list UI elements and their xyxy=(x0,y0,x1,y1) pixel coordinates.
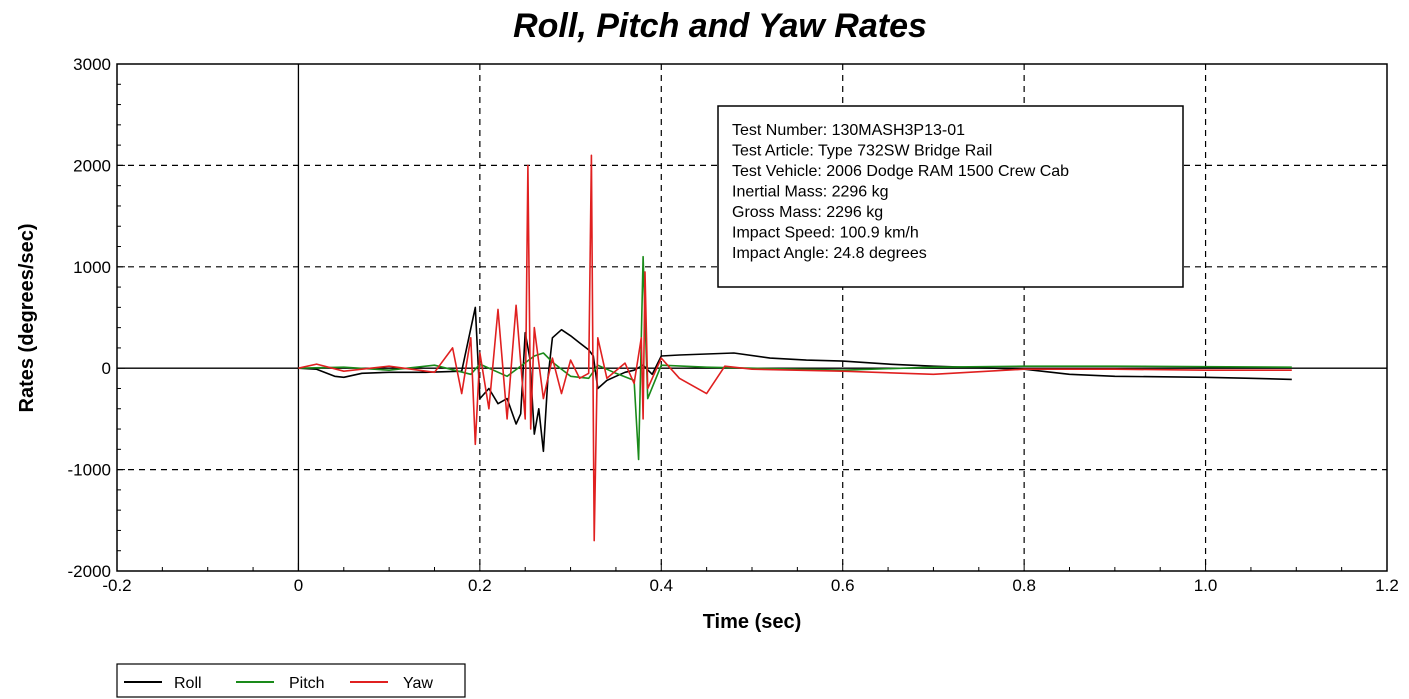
test-info-lines: Test Number: 130MASH3P13-01 Test Article:… xyxy=(732,122,1069,262)
test-info-box-frame xyxy=(717,105,1184,288)
test-info-box: Test Number: 130MASH3P13-01 Test Article:… xyxy=(717,105,1184,288)
legend-items: Roll Pitch Yaw xyxy=(124,675,433,692)
y-tick-labels: -2000 -1000 0 1000 2000 3000 xyxy=(68,55,111,581)
x-tick-label: 0 xyxy=(294,576,303,595)
legend: Roll Pitch Yaw xyxy=(116,663,466,698)
legend-label-yaw: Yaw xyxy=(403,675,433,692)
x-tick-label: 1.0 xyxy=(1194,576,1218,595)
x-tick-label: 0.8 xyxy=(1012,576,1036,595)
test-info-line: Impact Angle: 24.8 degrees xyxy=(732,245,927,262)
y-tick-label: -1000 xyxy=(68,461,111,480)
x-tick-labels: -0.2 0 0.2 0.4 0.6 0.8 1.0 1.2 xyxy=(102,576,1398,595)
y-tick-label: 3000 xyxy=(73,55,111,74)
series-line-roll xyxy=(298,306,1292,453)
x-tick-label: 0.6 xyxy=(831,576,855,595)
test-info-line: Test Vehicle: 2006 Dodge RAM 1500 Crew C… xyxy=(732,163,1069,180)
test-info-line: Test Article: Type 732SW Bridge Rail xyxy=(732,143,992,160)
minor-ticks xyxy=(116,63,1388,572)
series-line-pitch xyxy=(298,255,1292,461)
plot-area xyxy=(298,154,1292,542)
series-group xyxy=(298,154,1292,542)
test-info-line: Gross Mass: 2296 kg xyxy=(732,204,883,221)
x-tick-label: 0.2 xyxy=(468,576,492,595)
x-tick-label: 1.2 xyxy=(1375,576,1399,595)
y-tick-label: 2000 xyxy=(73,156,111,175)
chart-title: Roll, Pitch and Yaw Rates xyxy=(513,7,927,45)
y-axis-label: Rates (degrees/sec) xyxy=(16,224,38,413)
legend-label-pitch: Pitch xyxy=(289,675,325,692)
y-tick-label: 1000 xyxy=(73,258,111,277)
y-tick-label: -2000 xyxy=(68,562,111,581)
test-info-line: Test Number: 130MASH3P13-01 xyxy=(732,122,965,139)
y-tick-label: 0 xyxy=(102,359,111,378)
x-tick-label: -0.2 xyxy=(102,576,131,595)
legend-frame xyxy=(116,663,466,698)
test-info-line: Inertial Mass: 2296 kg xyxy=(732,184,889,201)
test-info-line: Impact Speed: 100.9 km/h xyxy=(732,225,919,242)
series-line-yaw xyxy=(298,154,1292,542)
legend-label-roll: Roll xyxy=(174,675,202,692)
x-tick-label: 0.4 xyxy=(649,576,673,595)
x-axis-label: Time (sec) xyxy=(703,611,802,633)
